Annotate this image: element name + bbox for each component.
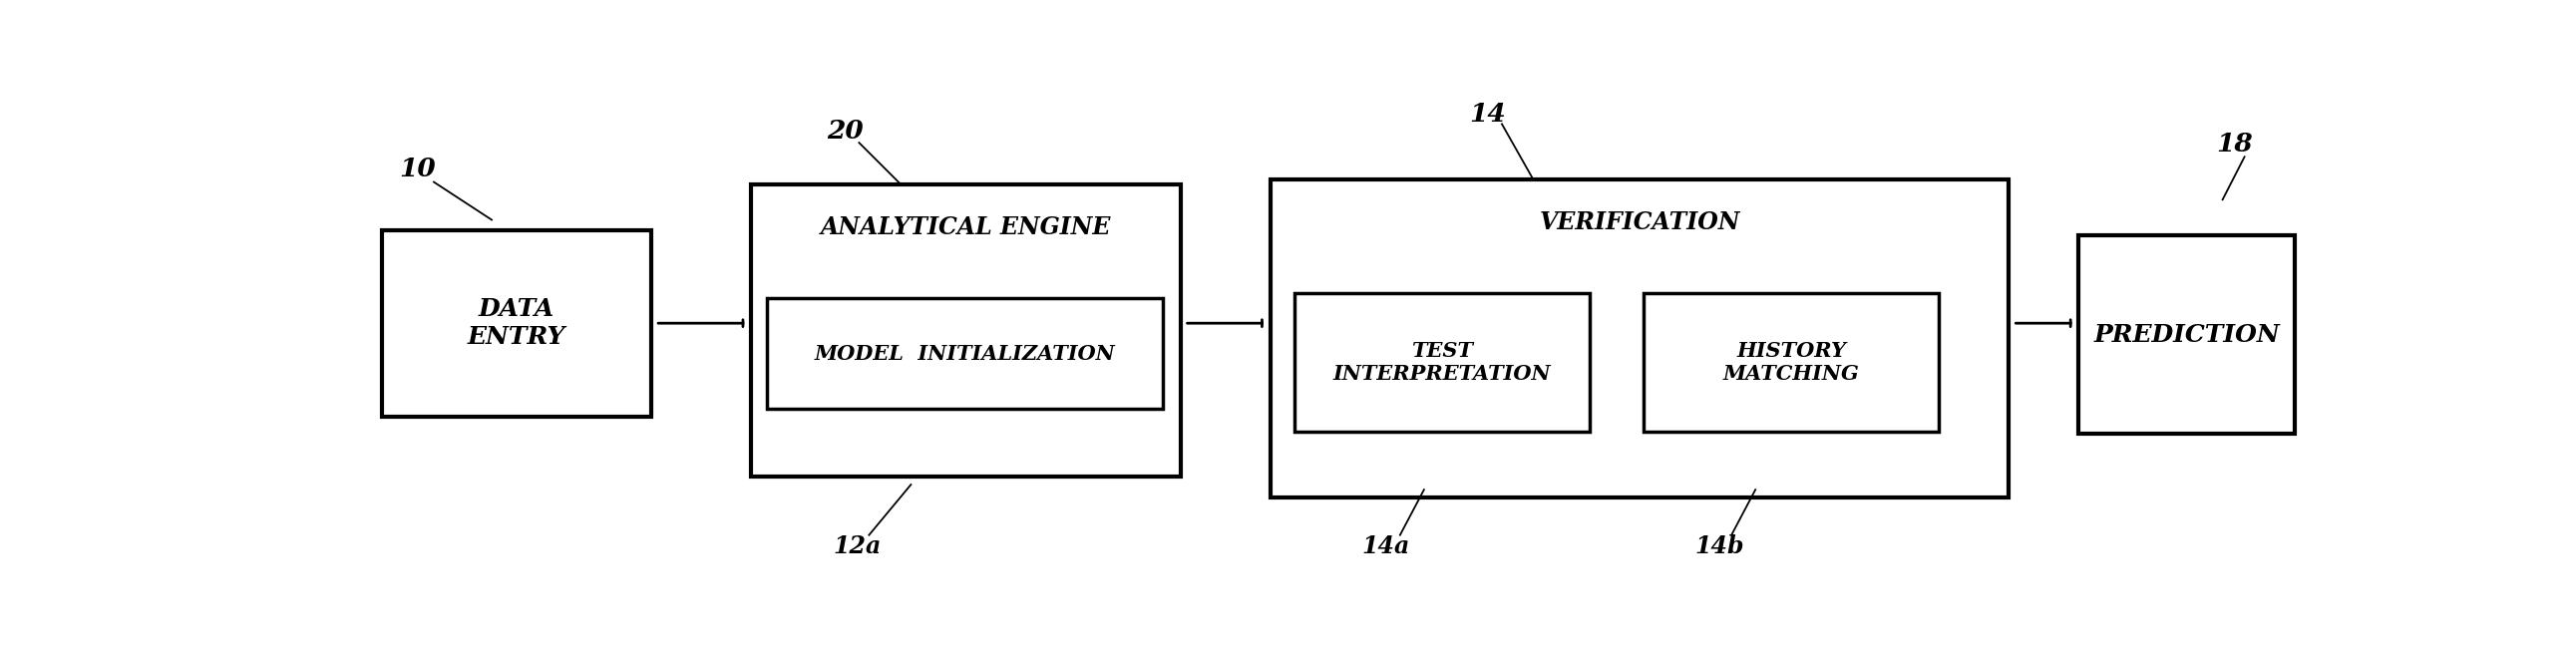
Text: 12a: 12a: [832, 534, 881, 558]
Text: 20: 20: [827, 119, 863, 144]
Text: 10: 10: [399, 157, 435, 182]
Bar: [1293, 293, 1589, 432]
Bar: [2079, 235, 2295, 434]
Text: TEST
INTERPRETATION: TEST INTERPRETATION: [1332, 341, 1551, 384]
Text: PREDICTION: PREDICTION: [2094, 323, 2280, 346]
Bar: [1270, 179, 2009, 497]
Text: 14: 14: [1468, 102, 1507, 126]
Text: VERIFICATION: VERIFICATION: [1538, 210, 1741, 234]
Text: MODEL  INITIALIZATION: MODEL INITIALIZATION: [814, 343, 1115, 364]
Bar: [752, 185, 1180, 477]
Text: 14a: 14a: [1363, 534, 1409, 558]
Bar: [1643, 293, 1940, 432]
Text: ANALYTICAL ENGINE: ANALYTICAL ENGINE: [822, 215, 1110, 239]
Text: DATA
ENTRY: DATA ENTRY: [469, 297, 567, 349]
Text: 18: 18: [2215, 132, 2254, 157]
Bar: [768, 298, 1162, 409]
Text: HISTORY
MATCHING: HISTORY MATCHING: [1723, 341, 1860, 384]
Bar: [381, 230, 652, 417]
Text: 14b: 14b: [1695, 534, 1744, 558]
